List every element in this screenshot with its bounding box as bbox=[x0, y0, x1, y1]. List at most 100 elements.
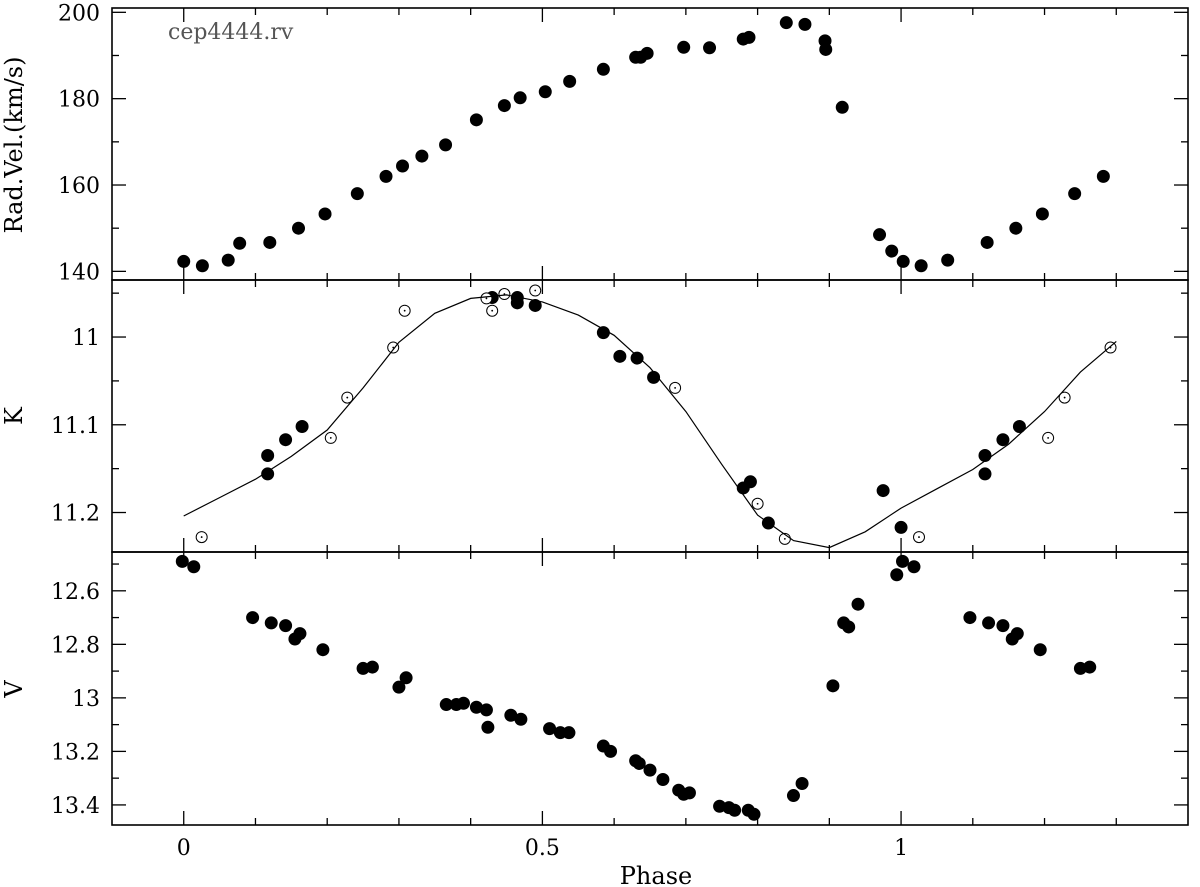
k-y-tick-label: 11.2 bbox=[51, 502, 100, 527]
rv-data-point bbox=[177, 254, 191, 268]
v-data-point bbox=[481, 720, 495, 734]
k-open-data-point-center bbox=[1047, 437, 1050, 439]
v-data-point bbox=[279, 619, 293, 633]
v-data-point bbox=[562, 726, 576, 740]
rv-annotation: cep4444.rv bbox=[168, 20, 294, 45]
k-open-data-point-center bbox=[783, 537, 786, 540]
rv-data-point bbox=[469, 113, 483, 127]
k-panel: 11 11.1 11.2 bbox=[51, 279, 1189, 553]
rv-data-point bbox=[885, 244, 899, 258]
v-data-point bbox=[1010, 627, 1024, 641]
rv-y-tick-label: 160 bbox=[58, 174, 100, 199]
v-data-point bbox=[399, 671, 413, 685]
rv-y-tick-label: 200 bbox=[58, 1, 100, 26]
v-data-point bbox=[795, 777, 809, 791]
x-tick-label: 0.5 bbox=[525, 836, 560, 861]
v-data-point bbox=[175, 554, 189, 568]
rv-data-point bbox=[1068, 187, 1082, 201]
rv-y-axis-label: Rad.Vel.(km/s) bbox=[0, 57, 28, 234]
v-data-point bbox=[842, 620, 856, 634]
v-y-tick-label: 12.6 bbox=[51, 580, 100, 605]
k-data-point bbox=[261, 448, 275, 462]
k-data-point bbox=[743, 475, 757, 489]
v-y-tick-label: 13 bbox=[72, 687, 100, 712]
v-data-point bbox=[543, 722, 557, 736]
rv-y-tick-label: 180 bbox=[58, 88, 100, 113]
k-open-data-point-center bbox=[674, 387, 677, 389]
rv-data-point bbox=[1096, 169, 1110, 183]
k-data-point bbox=[1012, 420, 1026, 434]
rv-data-point bbox=[396, 159, 410, 173]
k-open-data-point-center bbox=[491, 309, 494, 312]
rv-data-point bbox=[980, 235, 994, 249]
rv-data-point bbox=[819, 42, 833, 56]
v-data-point bbox=[264, 616, 278, 630]
v-data-point bbox=[632, 756, 646, 770]
v-data-point bbox=[682, 786, 696, 800]
v-data-point bbox=[982, 616, 996, 630]
rv-data-point bbox=[873, 228, 887, 242]
rv-data-point bbox=[415, 149, 429, 163]
v-data-point bbox=[747, 807, 761, 821]
v-data-point bbox=[656, 773, 670, 786]
k-data-point bbox=[613, 349, 627, 363]
labels-layer: cep4444.rv Rad.Vel.(km/s) K V Phase bbox=[0, 20, 692, 887]
v-data-point bbox=[316, 643, 330, 657]
k-open-data-point-center bbox=[918, 536, 920, 538]
v-data-point bbox=[1083, 660, 1097, 674]
x-axis-label: Phase bbox=[620, 862, 692, 887]
v-data-point bbox=[728, 803, 742, 817]
x-tick-label: 0 bbox=[177, 836, 191, 861]
rv-data-point bbox=[513, 91, 527, 105]
v-data-point bbox=[187, 560, 201, 574]
rv-data-point bbox=[677, 40, 691, 54]
v-data-point bbox=[996, 619, 1010, 633]
rv-data-point bbox=[640, 46, 654, 60]
k-data-point bbox=[996, 433, 1010, 447]
k-open-data-point-center bbox=[534, 289, 537, 292]
v-data-point bbox=[514, 712, 528, 726]
k-data-point bbox=[295, 420, 309, 434]
k-data-point bbox=[510, 296, 524, 310]
rv-data-point bbox=[350, 187, 364, 201]
v-data-point bbox=[246, 611, 260, 625]
v-data-point bbox=[392, 680, 406, 694]
k-plot-frame bbox=[111, 279, 1189, 553]
k-data-point bbox=[978, 448, 992, 462]
k-open-data-point-center bbox=[1063, 396, 1066, 399]
rv-data-point bbox=[596, 62, 610, 76]
k-data-point bbox=[876, 484, 890, 498]
k-data-point bbox=[261, 467, 275, 481]
rv-data-point bbox=[563, 74, 577, 88]
rv-panel: 140 160 180 200 bbox=[58, 1, 1189, 285]
v-data-point bbox=[1033, 643, 1047, 657]
k-data-point bbox=[279, 433, 293, 447]
v-data-point bbox=[786, 789, 800, 803]
rv-data-point bbox=[941, 253, 955, 267]
rv-data-point bbox=[195, 259, 209, 273]
v-data-point bbox=[896, 554, 910, 568]
k-open-data-point-center bbox=[392, 346, 395, 349]
k-y-tick-label: 11 bbox=[72, 326, 100, 351]
rv-data-point bbox=[379, 169, 393, 183]
k-y-tick-label: 11.1 bbox=[51, 414, 100, 439]
rv-data-point bbox=[318, 207, 332, 221]
rv-data-point bbox=[896, 254, 910, 268]
k-data-point bbox=[630, 351, 644, 365]
rv-data-point bbox=[439, 138, 453, 152]
k-data-point bbox=[894, 520, 908, 534]
rv-data-point bbox=[742, 30, 756, 44]
k-open-data-point-center bbox=[485, 297, 488, 300]
k-open-data-point-center bbox=[346, 396, 349, 399]
v-y-tick-label: 12.8 bbox=[51, 633, 100, 658]
rv-data-point bbox=[798, 17, 812, 31]
v-data-point bbox=[293, 627, 307, 641]
rv-data-point bbox=[497, 99, 511, 113]
rv-data-point bbox=[1035, 207, 1049, 221]
v-data-point bbox=[907, 560, 921, 574]
rv-data-point bbox=[292, 221, 306, 235]
v-y-tick-label: 13.2 bbox=[51, 740, 100, 765]
v-data-point bbox=[890, 568, 904, 582]
v-data-point bbox=[851, 597, 865, 611]
v-y-axis-label: V bbox=[0, 680, 28, 699]
